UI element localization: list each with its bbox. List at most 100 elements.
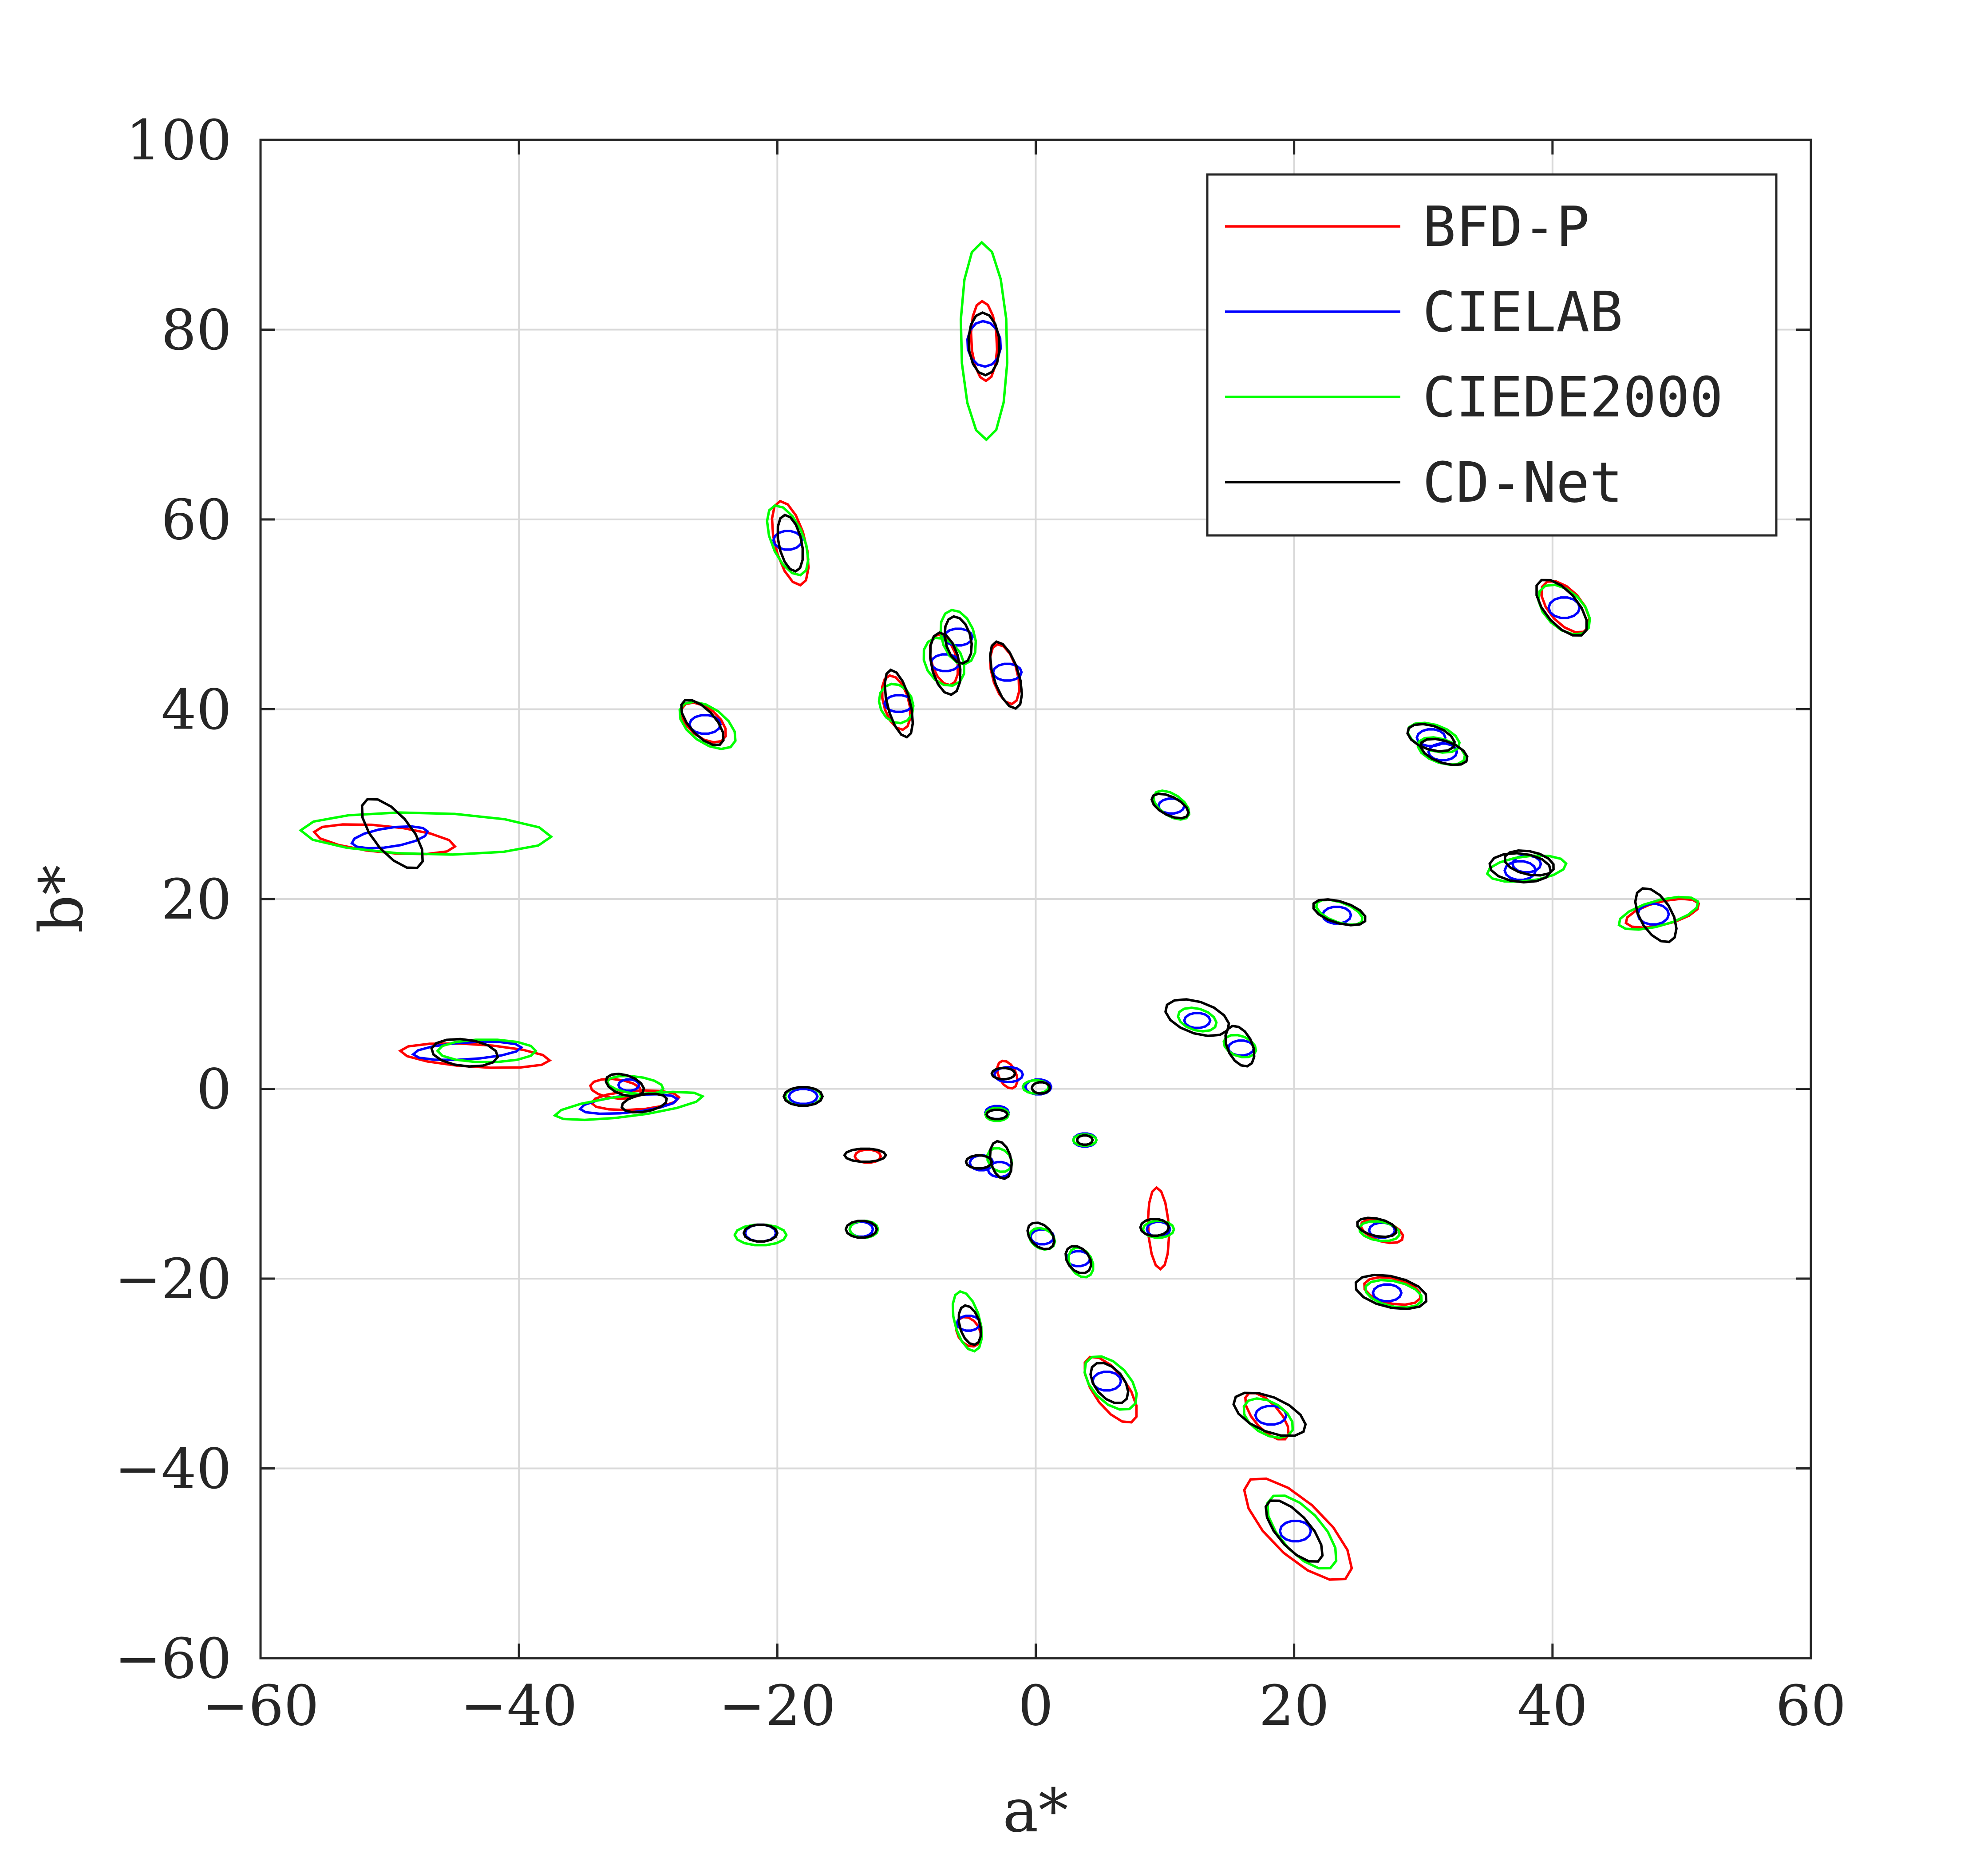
ellipse-ciede2000 xyxy=(922,637,966,687)
plot-area xyxy=(298,241,1700,1581)
ellipse-cielab xyxy=(350,825,430,850)
ellipse-cd-net xyxy=(1535,578,1588,637)
x-tick-label: 40 xyxy=(1517,1674,1588,1738)
ellipse-ciede2000 xyxy=(1083,1355,1138,1411)
ellipse-cd-net xyxy=(1406,723,1456,753)
y-tick-label: −60 xyxy=(115,1627,232,1691)
ellipse-cielab xyxy=(993,1066,1024,1083)
ellipse-cd-net xyxy=(967,311,1001,377)
ellipse-cielab xyxy=(1278,1519,1312,1543)
y-axis-label: b* xyxy=(27,865,96,933)
ellipse-ciede2000 xyxy=(553,1090,705,1121)
ellipse-bfd-p xyxy=(398,1042,552,1069)
ellipse-ciede2000 xyxy=(678,700,737,750)
ellipse-cd-net xyxy=(1356,1216,1398,1238)
ellipse-cd-net xyxy=(1503,849,1555,877)
legend-label-cielab: CIELAB xyxy=(1423,280,1623,345)
legend-label-ciede2000: CIEDE2000 xyxy=(1423,365,1723,430)
ellipse-cd-net xyxy=(985,1109,1009,1121)
y-tick-label: 60 xyxy=(161,488,232,552)
x-tick-label: 20 xyxy=(1259,1674,1329,1738)
ellipse-cielab xyxy=(955,1315,982,1332)
y-tick-label: −20 xyxy=(115,1247,232,1311)
ellipse-cd-net xyxy=(605,1073,645,1097)
ellipse-cielab xyxy=(617,1078,640,1092)
ellipse-cielab xyxy=(411,1040,524,1062)
ellipse-cd-net xyxy=(1150,792,1190,820)
ellipse-cielab xyxy=(1254,1405,1288,1426)
ellipse-cd-net xyxy=(620,1093,668,1114)
ellipse-cd-net xyxy=(883,668,914,739)
ellipse-cd-net xyxy=(1089,1362,1130,1404)
ellipse-ciede2000 xyxy=(298,811,553,856)
y-tick-label: 0 xyxy=(196,1058,232,1122)
x-axis-label: a* xyxy=(1003,1776,1068,1846)
legend-label-bfd-p: BFD-P xyxy=(1423,195,1589,259)
ellipse-cd-net xyxy=(1139,1218,1170,1237)
y-tick-labels: −60 −40 −20 0 20 40 60 80 100 xyxy=(115,108,232,1691)
ellipse-cd-net xyxy=(988,1140,1013,1181)
ellipse-cd-net xyxy=(957,1304,982,1346)
ellipse-cielab xyxy=(772,530,803,551)
ellipse-cd-net xyxy=(1064,1245,1092,1275)
ellipse-cd-net xyxy=(1354,1273,1428,1311)
ellipse-bfd-p xyxy=(1146,1186,1170,1271)
ellipse-cielab xyxy=(1503,860,1537,881)
ellipse-cielab xyxy=(1371,1283,1403,1303)
ellipse-cd-net xyxy=(1232,1391,1307,1437)
ellipse-cd-net xyxy=(1312,898,1367,927)
ellipse-cd-net xyxy=(1026,1221,1056,1251)
ellipse-cd-net xyxy=(1634,887,1678,943)
ellipse-cielab xyxy=(1145,1220,1172,1238)
ellipse-ciede2000 xyxy=(1242,1397,1294,1439)
ellipse-cd-net xyxy=(360,798,424,869)
y-tick-label: 100 xyxy=(126,108,232,173)
ellipse-bfd-p xyxy=(1243,1477,1353,1581)
ellipse-cielab xyxy=(1427,742,1458,762)
ellipse-ciede2000 xyxy=(435,1038,538,1063)
ellipse-cd-net xyxy=(964,1154,993,1170)
y-tick-label: 40 xyxy=(161,678,232,742)
ellipse-cd-net xyxy=(1264,1499,1324,1563)
x-tick-label: −40 xyxy=(460,1674,577,1738)
x-tick-label: 60 xyxy=(1775,1674,1846,1738)
ellipse-cd-net xyxy=(843,1147,888,1163)
ellipse-cd-net xyxy=(990,1067,1016,1081)
ticks xyxy=(259,139,1812,1660)
ellipse-bfd-p xyxy=(881,674,912,731)
legend-label-cd-net: CD-Net xyxy=(1423,451,1623,515)
ellipse-cd-net xyxy=(680,699,725,746)
ellipse-bfd-p xyxy=(1363,1276,1422,1306)
x-tick-label: 0 xyxy=(1018,1674,1054,1738)
ellipse-ciede2000 xyxy=(939,609,977,666)
y-tick-label: −40 xyxy=(115,1437,232,1501)
x-tick-label: −20 xyxy=(719,1674,836,1738)
legend: BFD-P CIELAB CIEDE2000 CD-Net xyxy=(1206,173,1778,537)
ellipse-ciede2000 xyxy=(1617,895,1699,931)
ellipse-ciede2000 xyxy=(766,504,810,577)
y-tick-label: 20 xyxy=(161,868,232,932)
ellipse-cd-net xyxy=(988,640,1024,710)
x-tick-label: −60 xyxy=(202,1674,319,1738)
legend-box xyxy=(1206,173,1778,537)
ellipse-cd-net xyxy=(844,1220,878,1239)
ellipse-ciede2000 xyxy=(1177,1006,1218,1033)
ellipse-cd-net xyxy=(1164,998,1230,1038)
ellipse-cielab xyxy=(1183,1012,1212,1030)
ellipse-cielab xyxy=(986,1161,1013,1178)
ellipse-ciede2000 xyxy=(733,1224,788,1247)
ellipse-cd-net xyxy=(1419,737,1469,766)
ellipse-cielab xyxy=(787,1088,819,1105)
ellipse-bfd-p xyxy=(589,1078,643,1100)
ellipse-cd-net xyxy=(943,615,973,665)
ellipse-cd-net xyxy=(1224,1025,1256,1068)
ellipse-cd-net xyxy=(1075,1134,1094,1146)
ellipse-cd-net xyxy=(1030,1081,1051,1095)
ellipse-ciede2000 xyxy=(1071,1133,1098,1147)
ellipse-cd-net xyxy=(430,1038,499,1068)
x-tick-labels: −60 −40 −20 0 20 40 60 xyxy=(202,1674,1846,1738)
ellipse-cd-net xyxy=(742,1223,779,1243)
ellipse-ciede2000 xyxy=(960,241,1009,442)
series-cd-net xyxy=(360,311,1678,1563)
